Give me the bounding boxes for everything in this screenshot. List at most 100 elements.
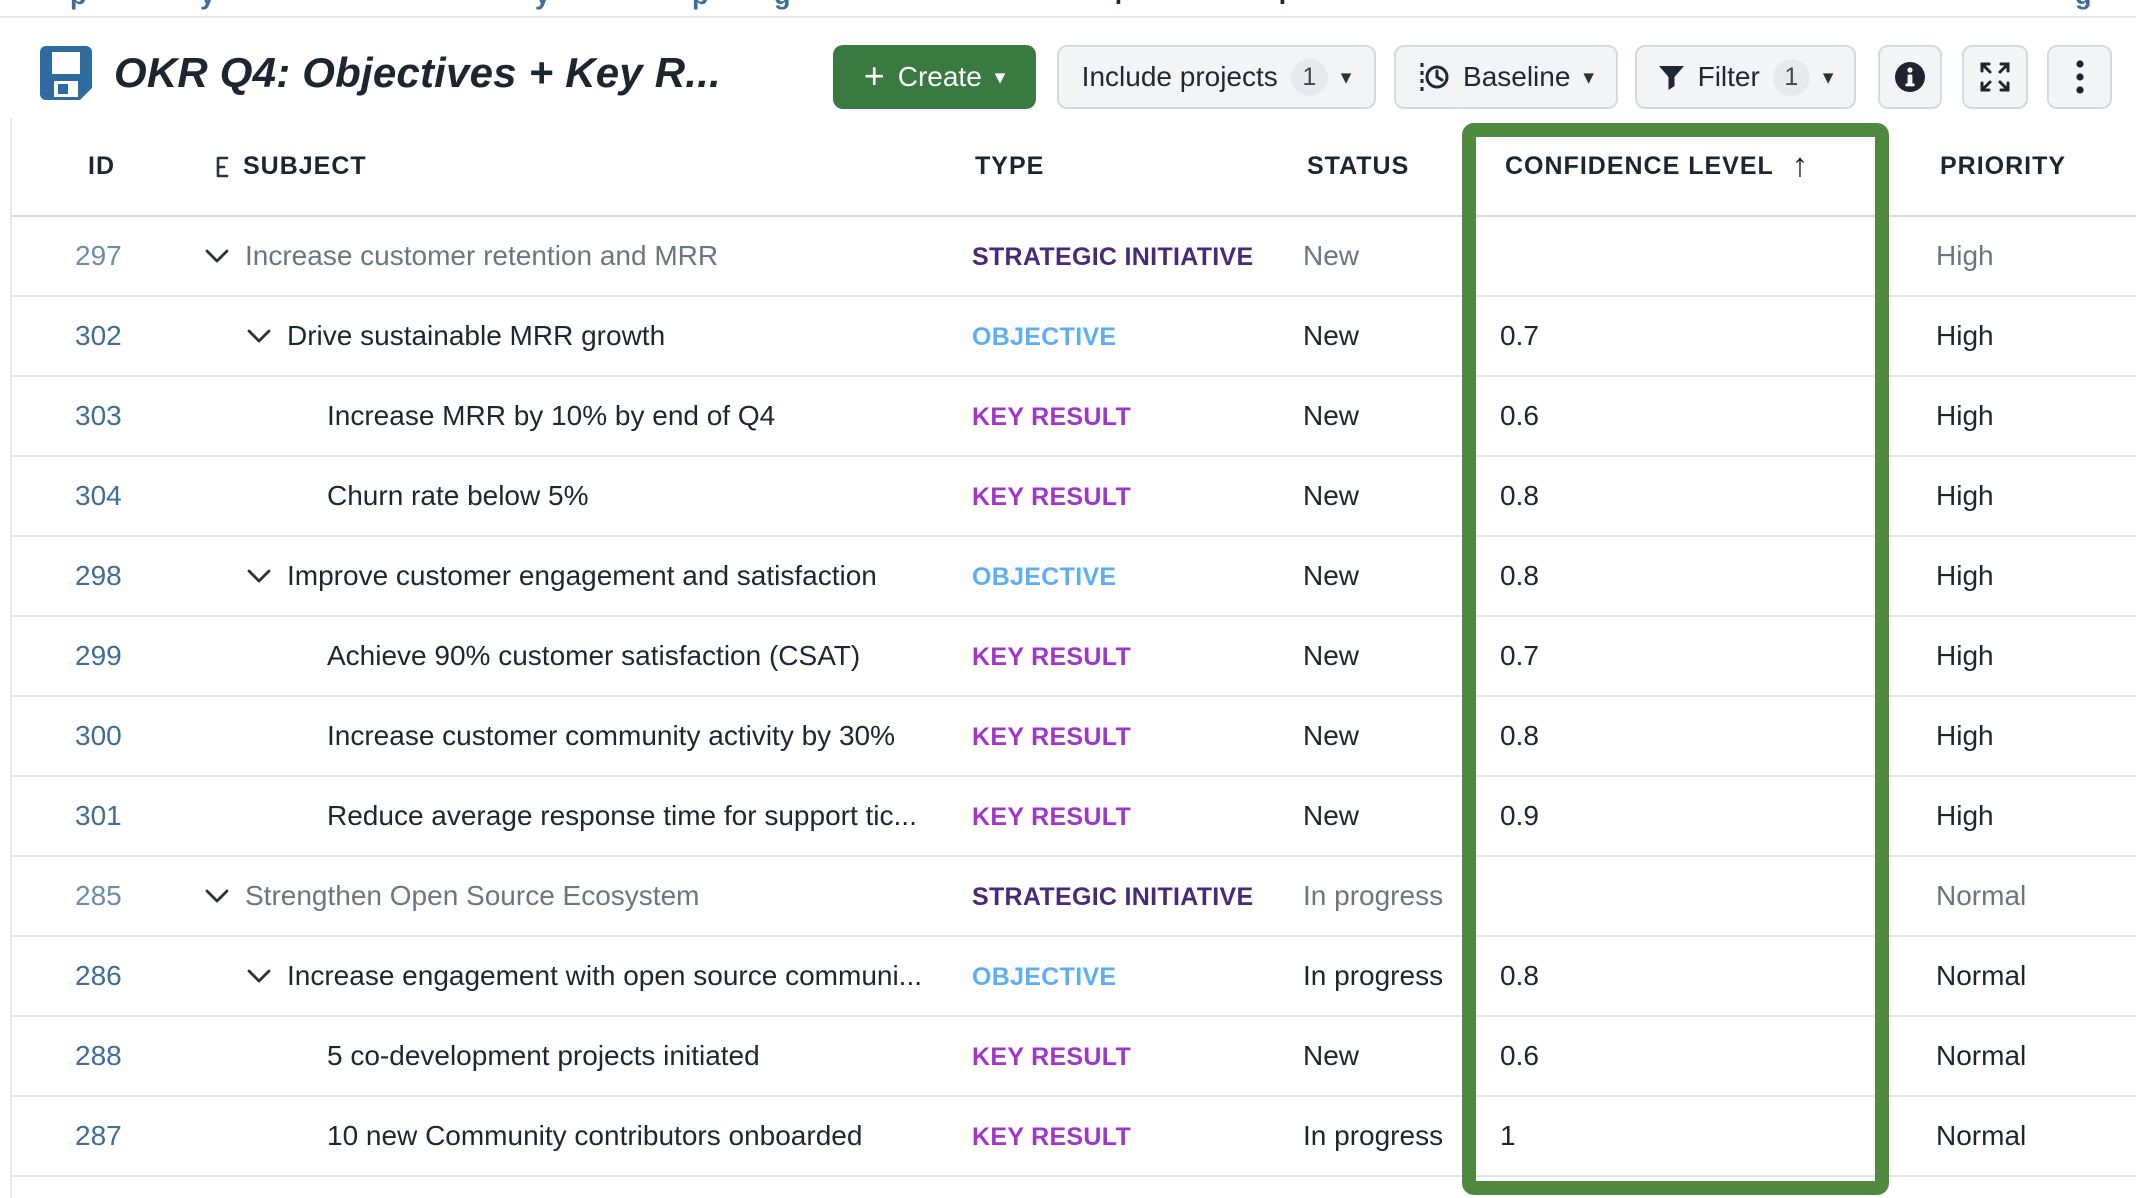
- status-text[interactable]: New: [1303, 320, 1360, 351]
- priority-text[interactable]: Normal: [1936, 1040, 2027, 1071]
- work-item-id-link[interactable]: 288: [75, 1040, 122, 1071]
- confidence-value[interactable]: 0.8: [1500, 480, 1539, 511]
- subject-text[interactable]: Drive sustainable MRR growth: [287, 320, 666, 351]
- subject-text[interactable]: 5 co-development projects initiated: [327, 1040, 760, 1071]
- type-cell[interactable]: OBJECTIVE: [964, 320, 1295, 352]
- type-cell[interactable]: KEY RESULT: [964, 720, 1295, 752]
- column-header-status[interactable]: STATUS: [1307, 152, 1410, 180]
- column-header-confidence-level[interactable]: CONFIDENCE LEVEL ↑: [1505, 145, 1810, 183]
- table-row[interactable]: 301 Reduce average response time for sup…: [12, 777, 2136, 857]
- info-button[interactable]: [1878, 45, 1942, 109]
- type-cell[interactable]: KEY RESULT: [964, 1040, 1295, 1072]
- confidence-value[interactable]: 0.6: [1500, 1040, 1539, 1071]
- subject-text[interactable]: Increase engagement with open source com…: [287, 960, 923, 991]
- work-item-id-link[interactable]: 302: [75, 320, 122, 351]
- priority-text[interactable]: High: [1936, 560, 1994, 591]
- subject-text[interactable]: Reduce average response time for support…: [327, 800, 917, 831]
- subject-text[interactable]: Strengthen Open Source Ecosystem: [245, 880, 700, 911]
- type-cell[interactable]: STRATEGIC INITIATIVE: [964, 240, 1295, 272]
- table-row[interactable]: 304 Churn rate below 5% KEY RESULT New 0…: [12, 457, 2136, 537]
- status-text[interactable]: In progress: [1303, 1120, 1444, 1151]
- fullscreen-icon[interactable]: [1962, 45, 2028, 109]
- work-item-id-link[interactable]: 300: [75, 720, 122, 751]
- type-cell[interactable]: OBJECTIVE: [964, 960, 1295, 992]
- subject-text[interactable]: Increase customer retention and MRR: [245, 240, 719, 271]
- table-row[interactable]: 303 Increase MRR by 10% by end of Q4 KEY…: [12, 377, 2136, 457]
- type-cell[interactable]: OBJECTIVE: [964, 560, 1295, 592]
- work-item-id-link[interactable]: 287: [75, 1120, 122, 1151]
- confidence-value[interactable]: 1: [1500, 1120, 1516, 1151]
- create-button[interactable]: + Create ▾: [833, 45, 1036, 109]
- priority-text[interactable]: High: [1936, 400, 1994, 431]
- status-text[interactable]: New: [1303, 640, 1360, 671]
- table-row[interactable]: 297 Increase customer retention and MRR …: [12, 217, 2136, 297]
- type-cell[interactable]: KEY RESULT: [964, 1120, 1295, 1152]
- chevron-down-icon[interactable]: [247, 329, 271, 344]
- confidence-value[interactable]: 0.8: [1500, 560, 1539, 591]
- status-text[interactable]: In progress: [1303, 960, 1444, 991]
- work-item-id-link[interactable]: 286: [75, 960, 122, 991]
- priority-text[interactable]: Normal: [1936, 880, 2027, 911]
- work-item-id-link[interactable]: 297: [75, 240, 122, 271]
- chevron-down-icon[interactable]: [247, 569, 271, 584]
- table-row[interactable]: 298 Improve customer engagement and sati…: [12, 537, 2136, 617]
- confidence-value[interactable]: 0.9: [1500, 800, 1539, 831]
- priority-text[interactable]: High: [1936, 800, 1994, 831]
- table-row[interactable]: 302 Drive sustainable MRR growth OBJECTI…: [12, 297, 2136, 377]
- type-cell[interactable]: STRATEGIC INITIATIVE: [964, 880, 1295, 912]
- subject-text[interactable]: Churn rate below 5%: [327, 480, 589, 511]
- status-text[interactable]: New: [1303, 480, 1360, 511]
- filter-button[interactable]: Filter 1 ▾: [1635, 45, 1856, 109]
- column-header-type[interactable]: TYPE: [975, 152, 1045, 180]
- type-cell[interactable]: KEY RESULT: [964, 640, 1295, 672]
- column-header-subject[interactable]: SUBJECT: [197, 152, 964, 181]
- status-text[interactable]: New: [1303, 240, 1360, 271]
- table-row[interactable]: 287 10 new Community contributors onboar…: [12, 1097, 2136, 1177]
- status-text[interactable]: New: [1303, 400, 1360, 431]
- confidence-value[interactable]: 0.6: [1500, 400, 1539, 431]
- work-item-id-link[interactable]: 303: [75, 400, 122, 431]
- work-item-id-link[interactable]: 298: [75, 560, 122, 591]
- subject-text[interactable]: Achieve 90% customer satisfaction (CSAT): [327, 640, 861, 671]
- priority-text[interactable]: High: [1936, 720, 1994, 751]
- work-item-id-link[interactable]: 304: [75, 480, 122, 511]
- type-cell[interactable]: KEY RESULT: [964, 480, 1295, 512]
- work-item-id-link[interactable]: 299: [75, 640, 122, 671]
- priority-text[interactable]: Normal: [1936, 960, 2027, 991]
- type-cell[interactable]: KEY RESULT: [964, 400, 1295, 432]
- column-header-id[interactable]: ID: [88, 152, 115, 180]
- table-row[interactable]: 299 Achieve 90% customer satisfaction (C…: [12, 617, 2136, 697]
- confidence-value[interactable]: 0.7: [1500, 640, 1539, 671]
- status-text[interactable]: New: [1303, 1040, 1360, 1071]
- more-icon[interactable]: [2047, 45, 2112, 109]
- subject-text[interactable]: Improve customer engagement and satisfac…: [287, 560, 877, 591]
- priority-text[interactable]: High: [1936, 240, 1994, 271]
- hierarchy-icon[interactable]: [212, 155, 234, 179]
- type-cell[interactable]: KEY RESULT: [964, 800, 1295, 832]
- chevron-down-icon[interactable]: [205, 249, 229, 264]
- work-item-id-link[interactable]: 301: [75, 800, 122, 831]
- work-item-id-link[interactable]: 285: [75, 880, 122, 911]
- chevron-down-icon[interactable]: [205, 889, 229, 904]
- column-header-priority[interactable]: PRIORITY: [1940, 152, 2067, 180]
- baseline-button[interactable]: Baseline ▾: [1394, 45, 1618, 109]
- subject-text[interactable]: Increase customer community activity by …: [327, 720, 895, 751]
- priority-text[interactable]: High: [1936, 640, 1994, 671]
- confidence-value[interactable]: 0.8: [1500, 720, 1539, 751]
- table-row[interactable]: 286 Increase engagement with open source…: [12, 937, 2136, 1017]
- status-text[interactable]: New: [1303, 800, 1360, 831]
- status-text[interactable]: In progress: [1303, 880, 1444, 911]
- subject-text[interactable]: 10 new Community contributors onboarded: [327, 1120, 863, 1151]
- priority-text[interactable]: High: [1936, 480, 1994, 511]
- chevron-down-icon[interactable]: [247, 969, 271, 984]
- table-row[interactable]: 288 5 co-development projects initiated …: [12, 1017, 2136, 1097]
- table-row[interactable]: 300 Increase customer community activity…: [12, 697, 2136, 777]
- status-text[interactable]: New: [1303, 560, 1360, 591]
- priority-text[interactable]: Normal: [1936, 1120, 2027, 1151]
- include-projects-button[interactable]: Include projects 1 ▾: [1057, 45, 1376, 109]
- confidence-value[interactable]: 0.8: [1500, 960, 1539, 991]
- status-text[interactable]: New: [1303, 720, 1360, 751]
- table-row[interactable]: 285 Strengthen Open Source Ecosystem STR…: [12, 857, 2136, 937]
- subject-text[interactable]: Increase MRR by 10% by end of Q4: [327, 400, 776, 431]
- priority-text[interactable]: High: [1936, 320, 1994, 351]
